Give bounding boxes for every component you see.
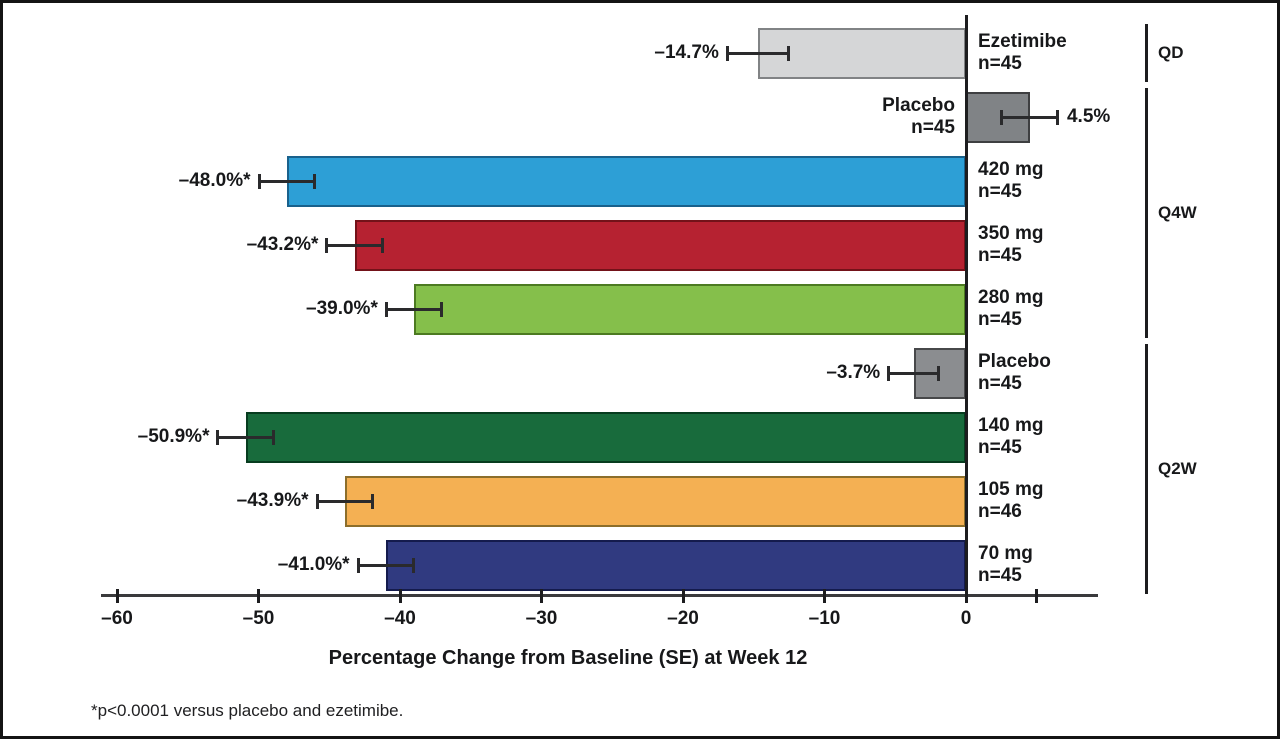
axis-tick-label: –50: [242, 608, 275, 629]
row-label-name: 420 mg: [978, 159, 1044, 180]
row-label: 280 mg n=45: [978, 287, 1043, 331]
row-label: 140 mg n=45: [978, 415, 1043, 459]
bar-chart-plot-area: –14.7% Ezetimibe n=45 4.5% Placebo n=45 –48.0%…: [3, 3, 1277, 736]
error-bar: [357, 563, 415, 567]
value-label: –41.0%*: [277, 554, 350, 575]
error-bar-cap: [272, 429, 276, 445]
row-label-n: n=45: [978, 181, 1022, 202]
axis-tick-label: –10: [808, 608, 841, 629]
row-label-name: 350 mg: [978, 223, 1044, 244]
error-bar-cap: [257, 173, 261, 189]
group-bracket: [1145, 344, 1148, 594]
error-bar-cap: [1055, 109, 1059, 125]
error-bar-cap: [412, 557, 416, 573]
axis-tick-label: –60: [101, 608, 133, 629]
error-bar-cap: [1000, 109, 1004, 125]
error-bar: [217, 435, 275, 439]
row-label-name: Placebo: [978, 351, 1051, 372]
row-label: 350 mg n=45: [978, 223, 1043, 267]
value-label: 4.5%: [1066, 106, 1111, 127]
bar: [245, 411, 966, 463]
error-bar-cap: [384, 301, 388, 317]
row-label-n: n=45: [911, 117, 955, 138]
bar: [757, 27, 966, 79]
row-label-name: 105 mg: [978, 479, 1044, 500]
axis-tick: [823, 589, 826, 603]
error-bar-cap: [787, 45, 791, 61]
bar: [354, 219, 966, 271]
axis-tick-label: 0: [960, 608, 972, 629]
zero-baseline: [964, 15, 968, 597]
row-label: 105 mg n=46: [978, 479, 1043, 523]
error-bar-cap: [313, 173, 317, 189]
error-bar: [258, 179, 316, 183]
error-bar: [1001, 115, 1058, 119]
group-label: Q4W: [1158, 203, 1197, 222]
bar: [414, 283, 966, 335]
row-label-name: 140 mg: [978, 415, 1044, 436]
row-label-n: n=46: [978, 501, 1022, 522]
row-label-name: 70 mg: [978, 543, 1033, 564]
value-label: –39.0%*: [306, 298, 378, 319]
x-axis-line: [101, 594, 1098, 597]
row-label-n: n=45: [978, 53, 1022, 74]
footnote: *p<0.0001 versus placebo and ezetimibe.: [91, 701, 404, 720]
error-bar-cap: [381, 237, 385, 253]
error-bar: [326, 243, 383, 247]
axis-tick: [540, 589, 543, 603]
value-label: –48.0%*: [178, 170, 251, 191]
value-label: –43.9%*: [236, 490, 309, 511]
error-bar-cap: [315, 493, 319, 509]
axis-tick: [257, 589, 260, 603]
error-bar-cap: [325, 237, 329, 253]
error-bar-cap: [887, 365, 891, 381]
axis-tick: [115, 589, 119, 603]
row-label-n: n=45: [978, 245, 1022, 266]
row-label: Placebo n=45: [978, 351, 1051, 395]
group-bracket: [1145, 88, 1148, 338]
bar: [385, 539, 966, 591]
axis-tick-label: –40: [384, 608, 416, 629]
error-bar-cap: [937, 365, 941, 381]
error-bar: [726, 51, 790, 55]
error-bar: [385, 307, 443, 311]
bar: [286, 155, 966, 207]
group-label: Q2W: [1158, 459, 1197, 478]
row-label-name: 280 mg: [978, 287, 1044, 308]
axis-tick: [398, 589, 402, 603]
bar: [344, 475, 966, 527]
error-bar-cap: [356, 557, 360, 573]
row-label-n: n=45: [978, 373, 1022, 394]
row-label-n: n=45: [978, 437, 1022, 458]
value-label: –43.2%*: [246, 234, 319, 255]
value-label: –14.7%: [654, 42, 719, 63]
axis-tick: [964, 589, 968, 603]
row-label-name: Ezetimibe: [978, 31, 1067, 52]
axis-tick-label: –20: [667, 608, 699, 629]
group-bracket: [1145, 24, 1148, 82]
error-bar-cap: [440, 301, 444, 317]
axis-tick-label: –30: [525, 608, 558, 629]
value-label: –3.7%: [826, 362, 881, 383]
row-label-name: Placebo: [882, 95, 955, 116]
row-label: 420 mg n=45: [978, 159, 1043, 203]
error-bar: [888, 371, 940, 375]
error-bar-cap: [371, 493, 375, 509]
row-label-n: n=45: [978, 565, 1022, 586]
x-axis-title: Percentage Change from Baseline (SE) at …: [328, 647, 808, 669]
row-label: Ezetimibe n=45: [978, 31, 1067, 75]
axis-tick: [1035, 589, 1039, 603]
row-label: 70 mg n=45: [978, 543, 1033, 587]
axis-tick: [681, 589, 685, 603]
error-bar-cap: [216, 429, 220, 445]
error-bar: [316, 499, 374, 503]
error-bar-cap: [725, 45, 729, 61]
value-label: –50.9%*: [137, 426, 210, 447]
group-label: QD: [1158, 43, 1184, 62]
row-label: Placebo n=45: [882, 95, 955, 139]
row-label-n: n=45: [978, 309, 1022, 330]
